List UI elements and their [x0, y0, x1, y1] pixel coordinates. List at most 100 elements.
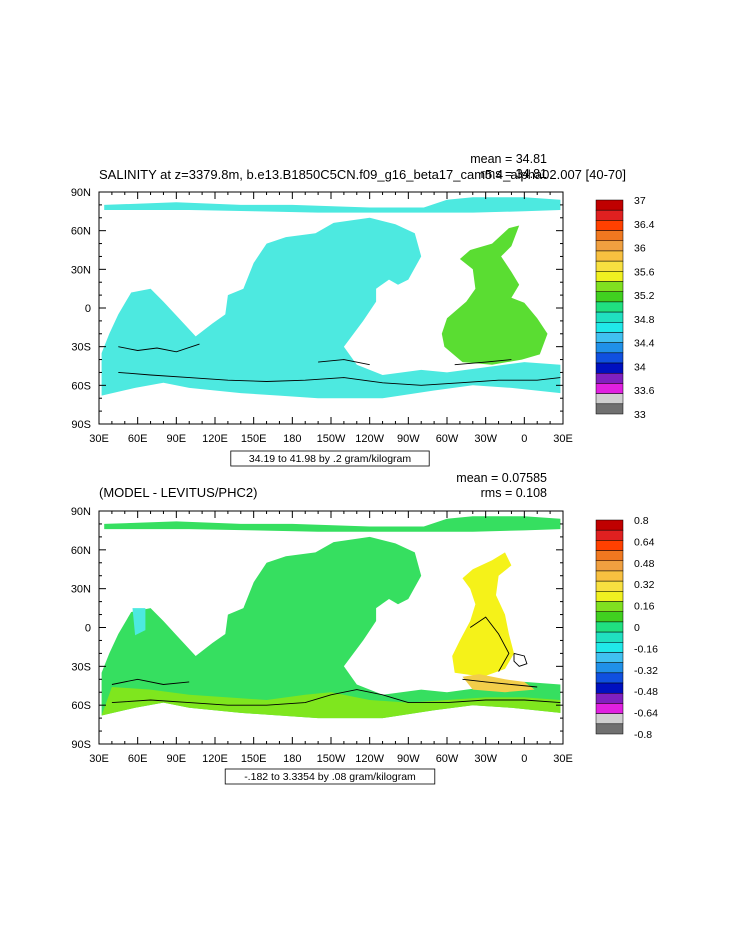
chart-1-x-tick-label-0: 30E: [89, 433, 109, 445]
chart-1-y-tick-label-6: 90S: [71, 419, 91, 431]
chart-2-contour-line-3: [513, 652, 528, 667]
chart-2-contour-info: -.182 to 3.3354 by .08 gram/kilogram: [244, 771, 416, 783]
chart-1-colorbar-box-2: [595, 220, 624, 231]
chart-2-colorbar-box-8: [595, 601, 624, 612]
chart-2-colorbar-box-3: [595, 550, 624, 562]
chart-2-colorbar-box-18: [595, 703, 624, 714]
chart-1-x-tick-label-6: 150W: [317, 433, 346, 445]
chart-2-colorbar-box-17: [595, 692, 624, 704]
chart-1-ocean-region-1: [104, 197, 561, 213]
chart-2-y-tick-label-2: 30N: [71, 584, 91, 596]
chart-2-x-tick-label-5: 180: [283, 753, 301, 765]
chart-2-contour-line-4: [462, 678, 538, 688]
chart-1-colorbar-label-8: 33.6: [634, 385, 655, 397]
chart-2-y-tick-label-1: 60N: [71, 545, 91, 557]
chart-1-y-tick-label-5: 60S: [71, 380, 91, 392]
chart-2-x-tick-label-7: 120W: [355, 753, 384, 765]
chart-1-colorbar-box-3: [595, 230, 624, 242]
chart-1-colorbar-box-8: [595, 281, 624, 292]
chart-2-contour-line-2: [469, 616, 510, 672]
chart-1-colorbar-box-1: [595, 209, 624, 221]
chart-1-colorbar-label-3: 35.6: [634, 266, 655, 278]
chart-2-colorbar-box-10: [595, 621, 624, 633]
chart-1-colorbar-box-15: [595, 352, 624, 364]
chart-1-contour-info-box: [230, 450, 430, 467]
chart-2-colorbar-label-3: 0.32: [634, 579, 655, 591]
chart-2-colorbar-box-6: [595, 580, 624, 592]
chart-2-ocean-region-0: [101, 536, 561, 719]
chart-2-colorbar-label-4: 0.16: [634, 601, 655, 613]
chart-1-colorbar-label-9: 33: [634, 409, 646, 421]
chart-1-x-tick-label-4: 150E: [241, 433, 267, 445]
chart-1-colorbar-box-18: [595, 383, 624, 394]
chart-2-y-tick-label-5: 60S: [71, 700, 91, 712]
chart-2-title: (MODEL - LEVITUS/PHC2): [99, 485, 257, 500]
chart-2-y-tick-label-3: 0: [85, 623, 91, 635]
chart-2-colorbar-label-6: -0.16: [634, 643, 658, 655]
chart-2-rms-label: rms = 0.108: [481, 486, 547, 500]
chart-1-y-tick-label-3: 0: [85, 303, 91, 315]
chart-2-mean-label: mean = 0.07585: [456, 471, 547, 485]
chart-2-x-tick-label-11: 0: [521, 753, 527, 765]
chart-1-colorbar-box-13: [595, 332, 624, 343]
chart-1-rms-label: rms = 34.81: [481, 167, 547, 181]
chart-2-x-tick-label-2: 90E: [167, 753, 187, 765]
chart-2-colorbar-box-12: [595, 642, 624, 653]
chart-1-contour-line-0: [118, 343, 200, 353]
chart-1-colorbar-box-4: [595, 240, 624, 252]
chart-1-colorbar-label-2: 36: [634, 243, 646, 255]
chart-1-ocean-region-0: [101, 217, 561, 399]
chart-1-contour-line-2: [318, 359, 370, 366]
chart-2-x-tick-label-4: 150E: [241, 753, 267, 765]
chart-2-colorbar-box-4: [595, 560, 624, 572]
chart-2-colorbar-label-7: -0.32: [634, 665, 658, 677]
chart-2-colorbar-label-5: 0: [634, 622, 640, 634]
chart-1-x-tick-label-12: 30E: [553, 433, 573, 445]
chart-2-contour-line-1: [111, 689, 561, 706]
chart-2-ocean-region-2: [101, 687, 561, 719]
chart-1-colorbar-label-5: 34.8: [634, 314, 655, 326]
chart-1-colorbar-box-17: [595, 372, 624, 384]
chart-1-contour-line-3: [454, 359, 512, 366]
chart-1-y-tick-label-0: 90N: [71, 187, 91, 199]
chart-1-y-tick-label-1: 60N: [71, 226, 91, 238]
chart-1-colorbar-label-7: 34: [634, 361, 646, 373]
chart-1-colorbar-box-16: [595, 362, 624, 374]
chart-2-colorbar-box-19: [595, 713, 624, 725]
chart-2-colorbar-box-7: [595, 591, 624, 602]
chart-2-colorbar-label-1: 0.64: [634, 536, 655, 548]
chart-2-colorbar-box-16: [595, 682, 624, 694]
chart-1-x-tick-label-11: 0: [521, 433, 527, 445]
chart-1-ocean-region-2: [441, 225, 548, 365]
chart-2-contour-info-box: [224, 768, 436, 785]
chart-1-x-tick-label-7: 120W: [355, 433, 384, 445]
chart-1-colorbar-box-0: [595, 199, 624, 211]
chart-2-ocean-region-1: [104, 516, 561, 532]
chart-2-colorbar-label-10: -0.8: [634, 729, 652, 741]
chart-1-colorbar-label-4: 35.2: [634, 290, 655, 302]
chart-1-colorbar-box-10: [595, 301, 624, 313]
chart-2-x-tick-label-12: 30E: [553, 753, 573, 765]
chart-1-y-tick-label-4: 30S: [71, 342, 91, 354]
chart-1-x-tick-label-1: 60E: [128, 433, 148, 445]
chart-1-contour-info: 34.19 to 41.98 by .2 gram/kilogram: [249, 453, 412, 465]
chart-1-colorbar-box-19: [595, 393, 624, 405]
chart-2-contour-line-0: [111, 678, 190, 685]
chart-2-colorbar-box-13: [595, 652, 624, 663]
chart-2-x-tick-label-0: 30E: [89, 753, 109, 765]
chart-2-colorbar-label-2: 0.48: [634, 558, 655, 570]
chart-2-colorbar-box-15: [595, 672, 624, 684]
chart-2-x-tick-label-10: 30W: [474, 753, 497, 765]
chart-2-colorbar-box-2: [595, 540, 624, 551]
chart-2-ocean-region-3: [452, 552, 514, 677]
chart-1-contour-line-1: [118, 371, 561, 386]
chart-1-x-tick-label-9: 60W: [436, 433, 459, 445]
chart-2-y-tick-label-4: 30S: [71, 661, 91, 673]
chart-1-x-tick-label-8: 90W: [397, 433, 420, 445]
chart-1-colorbar-label-1: 36.4: [634, 219, 655, 231]
chart-1-colorbar-label-6: 34.4: [634, 338, 655, 350]
chart-2-x-tick-label-3: 120E: [202, 753, 228, 765]
chart-2-y-tick-label-0: 90N: [71, 506, 91, 518]
chart-2-y-tick-label-6: 90S: [71, 739, 91, 751]
